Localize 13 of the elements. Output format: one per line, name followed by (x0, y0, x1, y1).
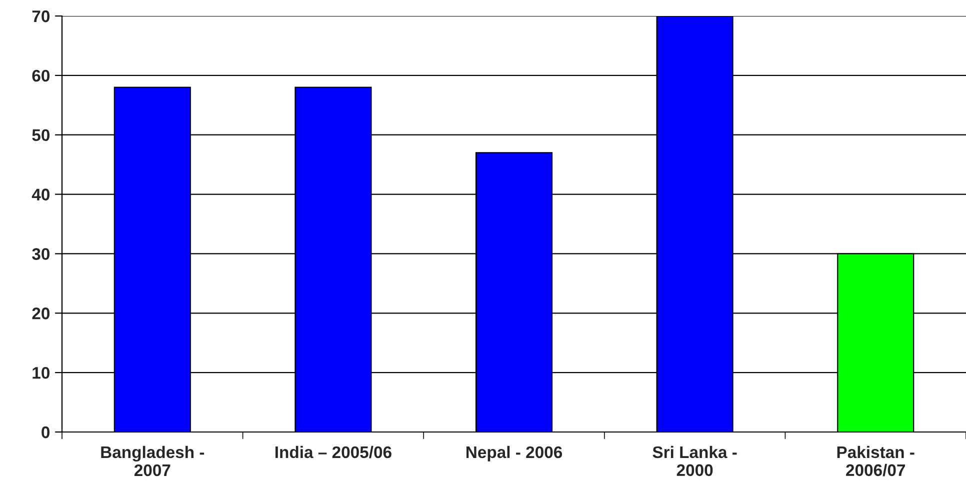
y-tick-label: 30 (32, 248, 50, 260)
y-tick-label: 70 (32, 10, 50, 22)
x-tick-label: Pakistan - 2006/07 (837, 446, 914, 476)
y-tick-label: 10 (32, 366, 50, 379)
y-tick-label: 20 (32, 308, 50, 320)
x-tick-label: Nepal - 2006 (466, 446, 562, 462)
y-tick-label: 60 (32, 70, 50, 82)
x-tick-label: Bangladesh - 2007 (101, 446, 204, 476)
x-tick-label: India – 2005/06 (275, 446, 392, 458)
y-tick-label: 50 (32, 129, 50, 142)
x-tick-label: Sri Lanka - 2000 (652, 446, 737, 476)
y-tick-label: 40 (32, 188, 50, 200)
y-tick-label: 0 (42, 426, 50, 438)
